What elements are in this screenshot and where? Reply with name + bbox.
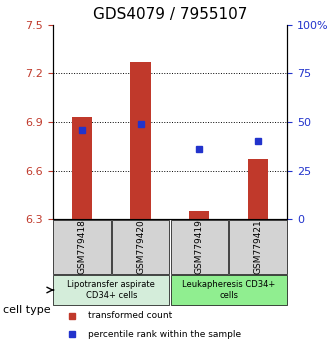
Text: Lipotransfer aspirate
CD34+ cells: Lipotransfer aspirate CD34+ cells bbox=[67, 280, 155, 300]
Bar bbox=[248, 159, 268, 219]
Text: GSM779421: GSM779421 bbox=[253, 219, 262, 274]
Title: GDS4079 / 7955107: GDS4079 / 7955107 bbox=[93, 7, 247, 22]
Text: percentile rank within the sample: percentile rank within the sample bbox=[88, 330, 241, 339]
FancyBboxPatch shape bbox=[171, 275, 286, 305]
Bar bbox=[72, 117, 92, 219]
FancyBboxPatch shape bbox=[53, 220, 111, 274]
Text: Leukapheresis CD34+
cells: Leukapheresis CD34+ cells bbox=[182, 280, 275, 300]
Text: GSM779418: GSM779418 bbox=[78, 219, 86, 274]
Text: GSM779420: GSM779420 bbox=[136, 219, 145, 274]
Text: transformed count: transformed count bbox=[88, 311, 172, 320]
Text: GSM779419: GSM779419 bbox=[195, 219, 204, 274]
FancyBboxPatch shape bbox=[171, 220, 228, 274]
FancyBboxPatch shape bbox=[112, 220, 169, 274]
Bar bbox=[189, 211, 210, 219]
Text: cell type: cell type bbox=[3, 305, 51, 315]
Bar bbox=[130, 62, 151, 219]
FancyBboxPatch shape bbox=[229, 220, 286, 274]
FancyBboxPatch shape bbox=[53, 275, 169, 305]
